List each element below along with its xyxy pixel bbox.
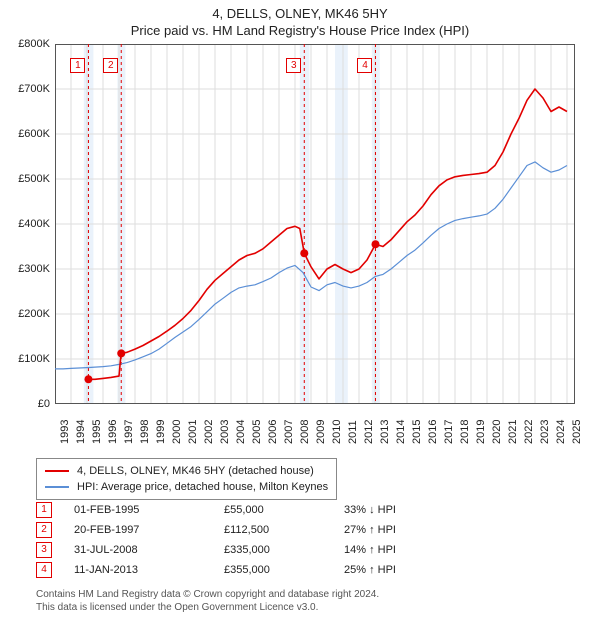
x-tick-label: 2012: [363, 420, 375, 444]
x-tick-label: 2017: [443, 420, 455, 444]
x-tick-label: 1993: [59, 420, 71, 444]
y-tick-label: £100K: [6, 353, 50, 365]
x-tick-label: 2013: [379, 420, 391, 444]
x-tick-label: 2007: [283, 420, 295, 444]
y-tick-label: £400K: [6, 218, 50, 230]
x-tick-label: 2004: [235, 420, 247, 444]
sale-marker-number: 4: [357, 58, 372, 73]
x-tick-label: 2000: [171, 420, 183, 444]
event-price: £55,000: [224, 500, 344, 520]
x-tick-label: 2018: [459, 420, 471, 444]
event-price: £355,000: [224, 560, 344, 580]
x-tick-label: 2016: [427, 420, 439, 444]
x-tick-label: 2021: [507, 420, 519, 444]
event-date: 31-JUL-2008: [74, 540, 224, 560]
y-tick-label: £300K: [6, 263, 50, 275]
event-date: 01-FEB-1995: [74, 500, 224, 520]
event-number: 4: [36, 562, 52, 578]
x-tick-label: 2003: [219, 420, 231, 444]
sale-events-table: 1 01-FEB-1995£55,00033% ↓ HPI 2 20-FEB-1997…: [36, 500, 454, 580]
x-tick-label: 1994: [75, 420, 87, 444]
event-number: 2: [36, 522, 52, 538]
x-tick-label: 2011: [347, 420, 359, 444]
x-tick-label: 1997: [123, 420, 135, 444]
x-tick-label: 1998: [139, 420, 151, 444]
sale-event-row: 4 11-JAN-2013£355,00025% ↑ HPI: [36, 560, 454, 580]
event-price: £112,500: [224, 520, 344, 540]
sale-marker-number: 1: [70, 58, 85, 73]
legend-item: 4, DELLS, OLNEY, MK46 5HY (detached hous…: [45, 463, 328, 479]
legend-label: HPI: Average price, detached house, Milt…: [77, 479, 328, 495]
x-tick-label: 1999: [155, 420, 167, 444]
x-tick-label: 2022: [523, 420, 535, 444]
legend-item: HPI: Average price, detached house, Milt…: [45, 479, 328, 495]
event-delta: 27% ↑ HPI: [344, 520, 454, 540]
chart-plot-area: [55, 44, 575, 404]
sale-event-row: 1 01-FEB-1995£55,00033% ↓ HPI: [36, 500, 454, 520]
y-tick-label: £700K: [6, 83, 50, 95]
event-number: 1: [36, 502, 52, 518]
chart-legend: 4, DELLS, OLNEY, MK46 5HY (detached hous…: [36, 458, 337, 500]
x-tick-label: 2009: [315, 420, 327, 444]
chart-footer: Contains HM Land Registry data © Crown c…: [36, 588, 379, 614]
y-tick-label: £600K: [6, 128, 50, 140]
y-tick-label: £200K: [6, 308, 50, 320]
price-chart-container: { "title": "4, DELLS, OLNEY, MK46 5HY", …: [0, 0, 600, 620]
event-date: 20-FEB-1997: [74, 520, 224, 540]
x-tick-label: 1996: [107, 420, 119, 444]
event-delta: 25% ↑ HPI: [344, 560, 454, 580]
y-tick-label: £0: [6, 398, 50, 410]
event-number: 3: [36, 542, 52, 558]
legend-swatch: [45, 470, 69, 472]
event-price: £335,000: [224, 540, 344, 560]
sale-marker-number: 2: [103, 58, 118, 73]
x-tick-label: 2014: [395, 420, 407, 444]
x-tick-label: 2006: [267, 420, 279, 444]
x-tick-label: 2010: [331, 420, 343, 444]
chart-svg: [55, 44, 575, 404]
x-axis-labels: 1993 1994 1995 1996 1997 1998 1999 2000 2001 2002…: [55, 410, 575, 454]
y-tick-label: £800K: [6, 38, 50, 50]
x-tick-label: 2015: [411, 420, 423, 444]
event-delta: 33% ↓ HPI: [344, 500, 454, 520]
chart-title: 4, DELLS, OLNEY, MK46 5HY: [0, 0, 600, 21]
sale-marker-number: 3: [286, 58, 301, 73]
x-tick-label: 2025: [571, 420, 583, 444]
x-tick-label: 2023: [539, 420, 551, 444]
legend-swatch: [45, 486, 69, 488]
x-tick-label: 2019: [475, 420, 487, 444]
footer-line: This data is licensed under the Open Gov…: [36, 601, 379, 614]
sale-event-row: 2 20-FEB-1997£112,50027% ↑ HPI: [36, 520, 454, 540]
y-tick-label: £500K: [6, 173, 50, 185]
legend-label: 4, DELLS, OLNEY, MK46 5HY (detached hous…: [77, 463, 314, 479]
footer-line: Contains HM Land Registry data © Crown c…: [36, 588, 379, 601]
sale-event-row: 3 31-JUL-2008£335,00014% ↑ HPI: [36, 540, 454, 560]
event-delta: 14% ↑ HPI: [344, 540, 454, 560]
x-tick-label: 2005: [251, 420, 263, 444]
x-tick-label: 2008: [299, 420, 311, 444]
x-tick-label: 2020: [491, 420, 503, 444]
x-tick-label: 2024: [555, 420, 567, 444]
x-tick-label: 2001: [187, 420, 199, 444]
event-date: 11-JAN-2013: [74, 560, 224, 580]
x-tick-label: 1995: [91, 420, 103, 444]
chart-subtitle: Price paid vs. HM Land Registry's House …: [0, 21, 600, 38]
x-tick-label: 2002: [203, 420, 215, 444]
